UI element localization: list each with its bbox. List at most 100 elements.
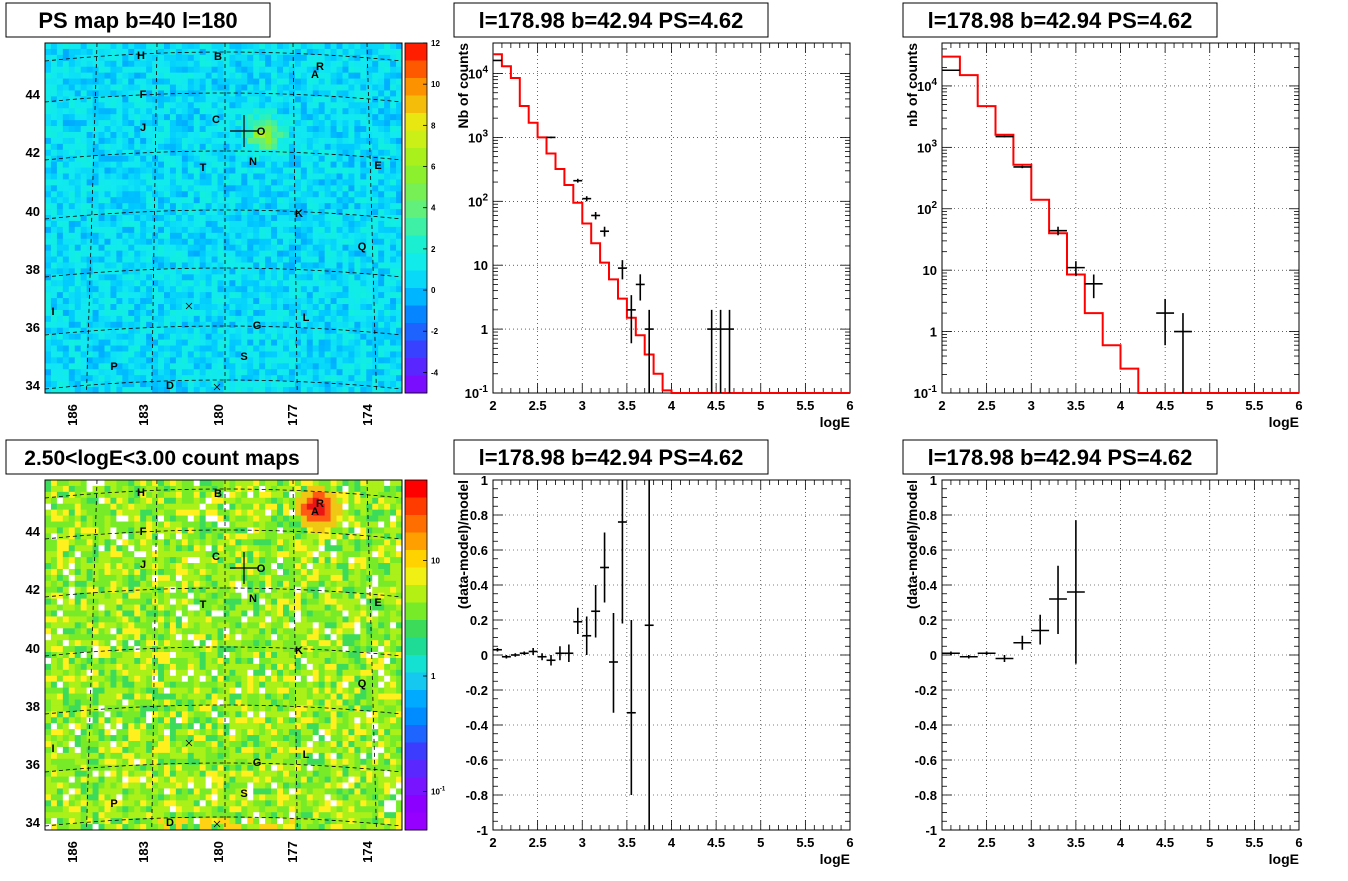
map-pixel <box>51 174 57 180</box>
map-pixel <box>224 126 230 132</box>
map-pixel <box>241 257 247 263</box>
map-pixel <box>253 274 259 280</box>
map-pixel <box>301 510 307 516</box>
map-pixel <box>378 114 384 120</box>
map-pixel <box>134 221 140 227</box>
map-pixel <box>116 533 122 539</box>
map-pixel <box>325 334 331 340</box>
map-pixel <box>295 156 301 162</box>
map-pixel <box>146 55 152 61</box>
map-pixel <box>105 233 111 239</box>
map-pixel <box>206 162 212 168</box>
map-pixel <box>265 96 271 102</box>
map-pixel <box>289 197 295 203</box>
map-pixel <box>110 346 116 352</box>
map-pixel <box>212 197 218 203</box>
map-pixel <box>45 369 51 375</box>
map-pixel <box>116 292 122 298</box>
map-pixel <box>241 369 247 375</box>
map-pixel <box>69 126 75 132</box>
map-pixel <box>63 239 69 245</box>
map-pixel <box>277 168 283 174</box>
map-pixel <box>99 340 105 346</box>
map-pixel <box>343 197 349 203</box>
map-pixel <box>247 132 253 138</box>
map-pixel <box>128 492 134 498</box>
map-pixel <box>348 251 354 257</box>
map-pixel <box>331 304 337 310</box>
map-pixel <box>63 215 69 221</box>
map-pixel <box>182 126 188 132</box>
map-pixel <box>81 85 87 91</box>
map-pixel <box>176 203 182 209</box>
map-pixel <box>229 67 235 73</box>
map-pixel <box>378 55 384 61</box>
map-pixel <box>87 369 93 375</box>
map-pixel <box>313 227 319 233</box>
map-pixel <box>224 328 230 334</box>
map-pixel <box>128 67 134 73</box>
map-pixel <box>343 310 349 316</box>
map-pixel <box>87 492 93 498</box>
map-pixel <box>295 120 301 126</box>
map-pixel <box>81 245 87 251</box>
map-pixel <box>241 539 247 545</box>
map-pixel <box>200 498 206 504</box>
map-pixel <box>116 304 122 310</box>
map-pixel <box>283 239 289 245</box>
map-pixel <box>253 351 259 357</box>
map-pixel <box>396 90 402 96</box>
map-pixel <box>235 67 241 73</box>
map-pixel <box>366 73 372 79</box>
map-pixel <box>51 79 57 85</box>
map-pixel <box>259 387 265 393</box>
map-pixel <box>200 203 206 209</box>
map-pixel <box>390 120 396 126</box>
map-pixel <box>277 221 283 227</box>
map-pixel <box>146 357 152 363</box>
map-pixel <box>343 334 349 340</box>
map-pixel <box>331 191 337 197</box>
map-pixel <box>105 67 111 73</box>
map-pixel <box>325 120 331 126</box>
map-pixel <box>247 310 253 316</box>
map-pixel <box>146 150 152 156</box>
map-pixel <box>128 179 134 185</box>
map-pixel <box>182 310 188 316</box>
map-pixel <box>63 516 69 522</box>
map-pixel <box>277 346 283 352</box>
map-pixel <box>200 527 206 533</box>
map-pixel <box>176 346 182 352</box>
map-pixel <box>63 363 69 369</box>
map-pixel <box>45 262 51 268</box>
map-pixel <box>360 346 366 352</box>
map-pixel <box>176 150 182 156</box>
map-pixel <box>81 239 87 245</box>
map-pixel <box>170 162 176 168</box>
map-pixel <box>75 174 81 180</box>
map-pixel <box>229 239 235 245</box>
map-pixel <box>325 387 331 393</box>
map-pixel <box>206 340 212 346</box>
map-pixel <box>372 298 378 304</box>
map-pixel <box>170 292 176 298</box>
map-pixel <box>105 43 111 49</box>
map-pixel <box>51 504 57 510</box>
map-pixel <box>87 221 93 227</box>
map-pixel <box>343 262 349 268</box>
map-pixel <box>81 328 87 334</box>
map-pixel <box>307 274 313 280</box>
map-pixel <box>140 114 146 120</box>
map-pixel <box>319 120 325 126</box>
map-pixel <box>390 209 396 215</box>
map-pixel <box>229 132 235 138</box>
map-pixel <box>325 191 331 197</box>
map-pixel <box>57 102 63 108</box>
map-pixel <box>396 381 402 387</box>
map-pixel <box>81 510 87 516</box>
map-pixel <box>283 179 289 185</box>
map-pixel <box>206 227 212 233</box>
map-pixel <box>99 363 105 369</box>
map-pixel <box>140 239 146 245</box>
map-pixel <box>224 191 230 197</box>
